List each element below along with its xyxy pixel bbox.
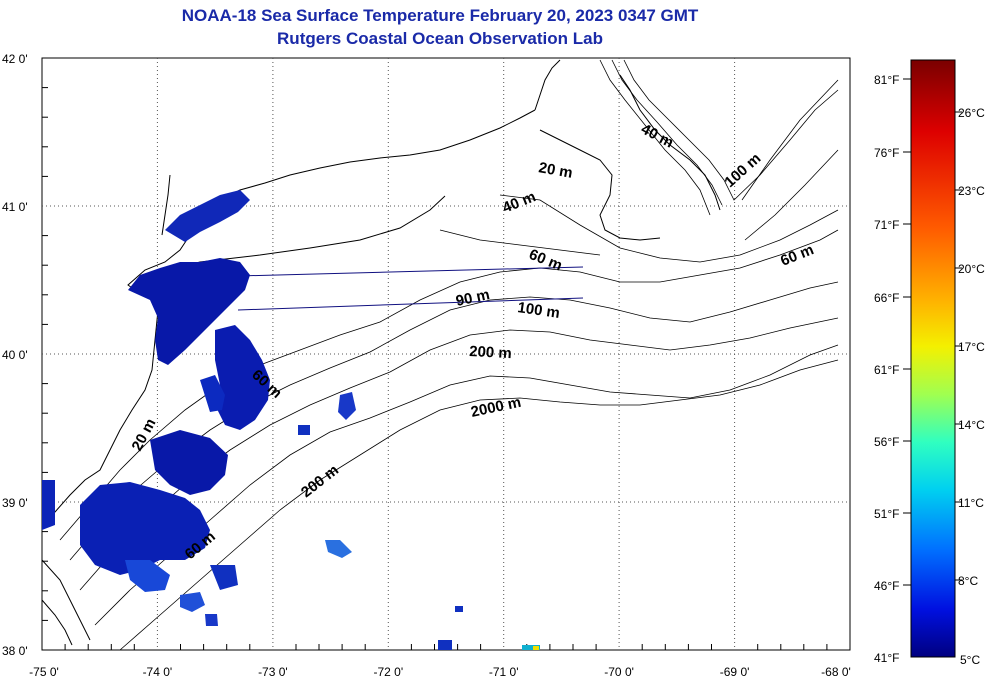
coastline [41, 59, 721, 646]
map-title: NOAA-18 Sea Surface Temperature February… [181, 6, 699, 25]
y-axis-labels: 42 0' 41 0' 40 0' 39 0' 38 0' [2, 52, 28, 658]
contour-label: 20 m [537, 159, 574, 182]
colorbar-f-label: 66°F [874, 291, 899, 305]
colorbar-f-label: 41°F [874, 651, 899, 665]
contour-labels: 40 m 100 m 20 m 40 m 60 m 60 m 90 m 100 … [129, 121, 817, 564]
x-axis-labels: -75 0' -74 0' -73 0' -72 0' -71 0' -70 0… [29, 665, 851, 679]
colorbar-c-label: 11°C [958, 496, 984, 510]
colorbar-c-label: 26°C [958, 106, 985, 120]
colorbar-c-label: 23°C [958, 184, 985, 198]
y-tick-label: 38 0' [2, 644, 28, 658]
colorbar-c-label: 17°C [958, 340, 985, 354]
y-tick-label: 42 0' [2, 52, 28, 66]
x-tick-label: -70 0' [604, 665, 634, 679]
colorbar-c-label: 20°C [958, 262, 985, 276]
map-subtitle: Rutgers Coastal Ocean Observation Lab [277, 29, 603, 48]
sst-patches [42, 190, 540, 650]
x-tick-label: -71 0' [489, 665, 519, 679]
transect-lines [237, 266, 584, 311]
contour-label: 100 m [516, 299, 560, 322]
colorbar-f-label: 46°F [874, 579, 899, 593]
colorbar-c-label: 8°C [958, 574, 978, 588]
frame-ticks [42, 87, 828, 650]
colorbar-f-label: 71°F [874, 218, 899, 232]
x-tick-label: -74 0' [143, 665, 173, 679]
x-tick-label: -75 0' [29, 665, 59, 679]
colorbar [910, 59, 956, 658]
contour-label: 200 m [469, 343, 512, 362]
x-tick-label: -73 0' [258, 665, 288, 679]
x-tick-label: -72 0' [373, 665, 403, 679]
colorbar-c-labels: 26°C 23°C 20°C 17°C 14°C 11°C 8°C 5°C [958, 106, 985, 667]
colorbar-ticks [903, 78, 962, 586]
colorbar-f-label: 76°F [874, 146, 899, 160]
y-tick-label: 41 0' [2, 200, 28, 214]
colorbar-f-label: 61°F [874, 363, 899, 377]
colorbar-c-label: 5°C [960, 653, 980, 667]
colorbar-f-labels: 81°F 76°F 71°F 66°F 61°F 56°F 51°F 46°F … [874, 73, 899, 665]
x-tick-label: -69 0' [720, 665, 750, 679]
x-tick-label: -68 0' [821, 665, 851, 679]
y-tick-label: 40 0' [2, 348, 28, 362]
y-tick-label: 39 0' [2, 496, 28, 510]
contour-label: 90 m [454, 286, 491, 310]
colorbar-f-label: 51°F [874, 507, 899, 521]
colorbar-f-label: 81°F [874, 73, 899, 87]
colorbar-f-label: 56°F [874, 435, 899, 449]
colorbar-c-label: 14°C [958, 418, 985, 432]
